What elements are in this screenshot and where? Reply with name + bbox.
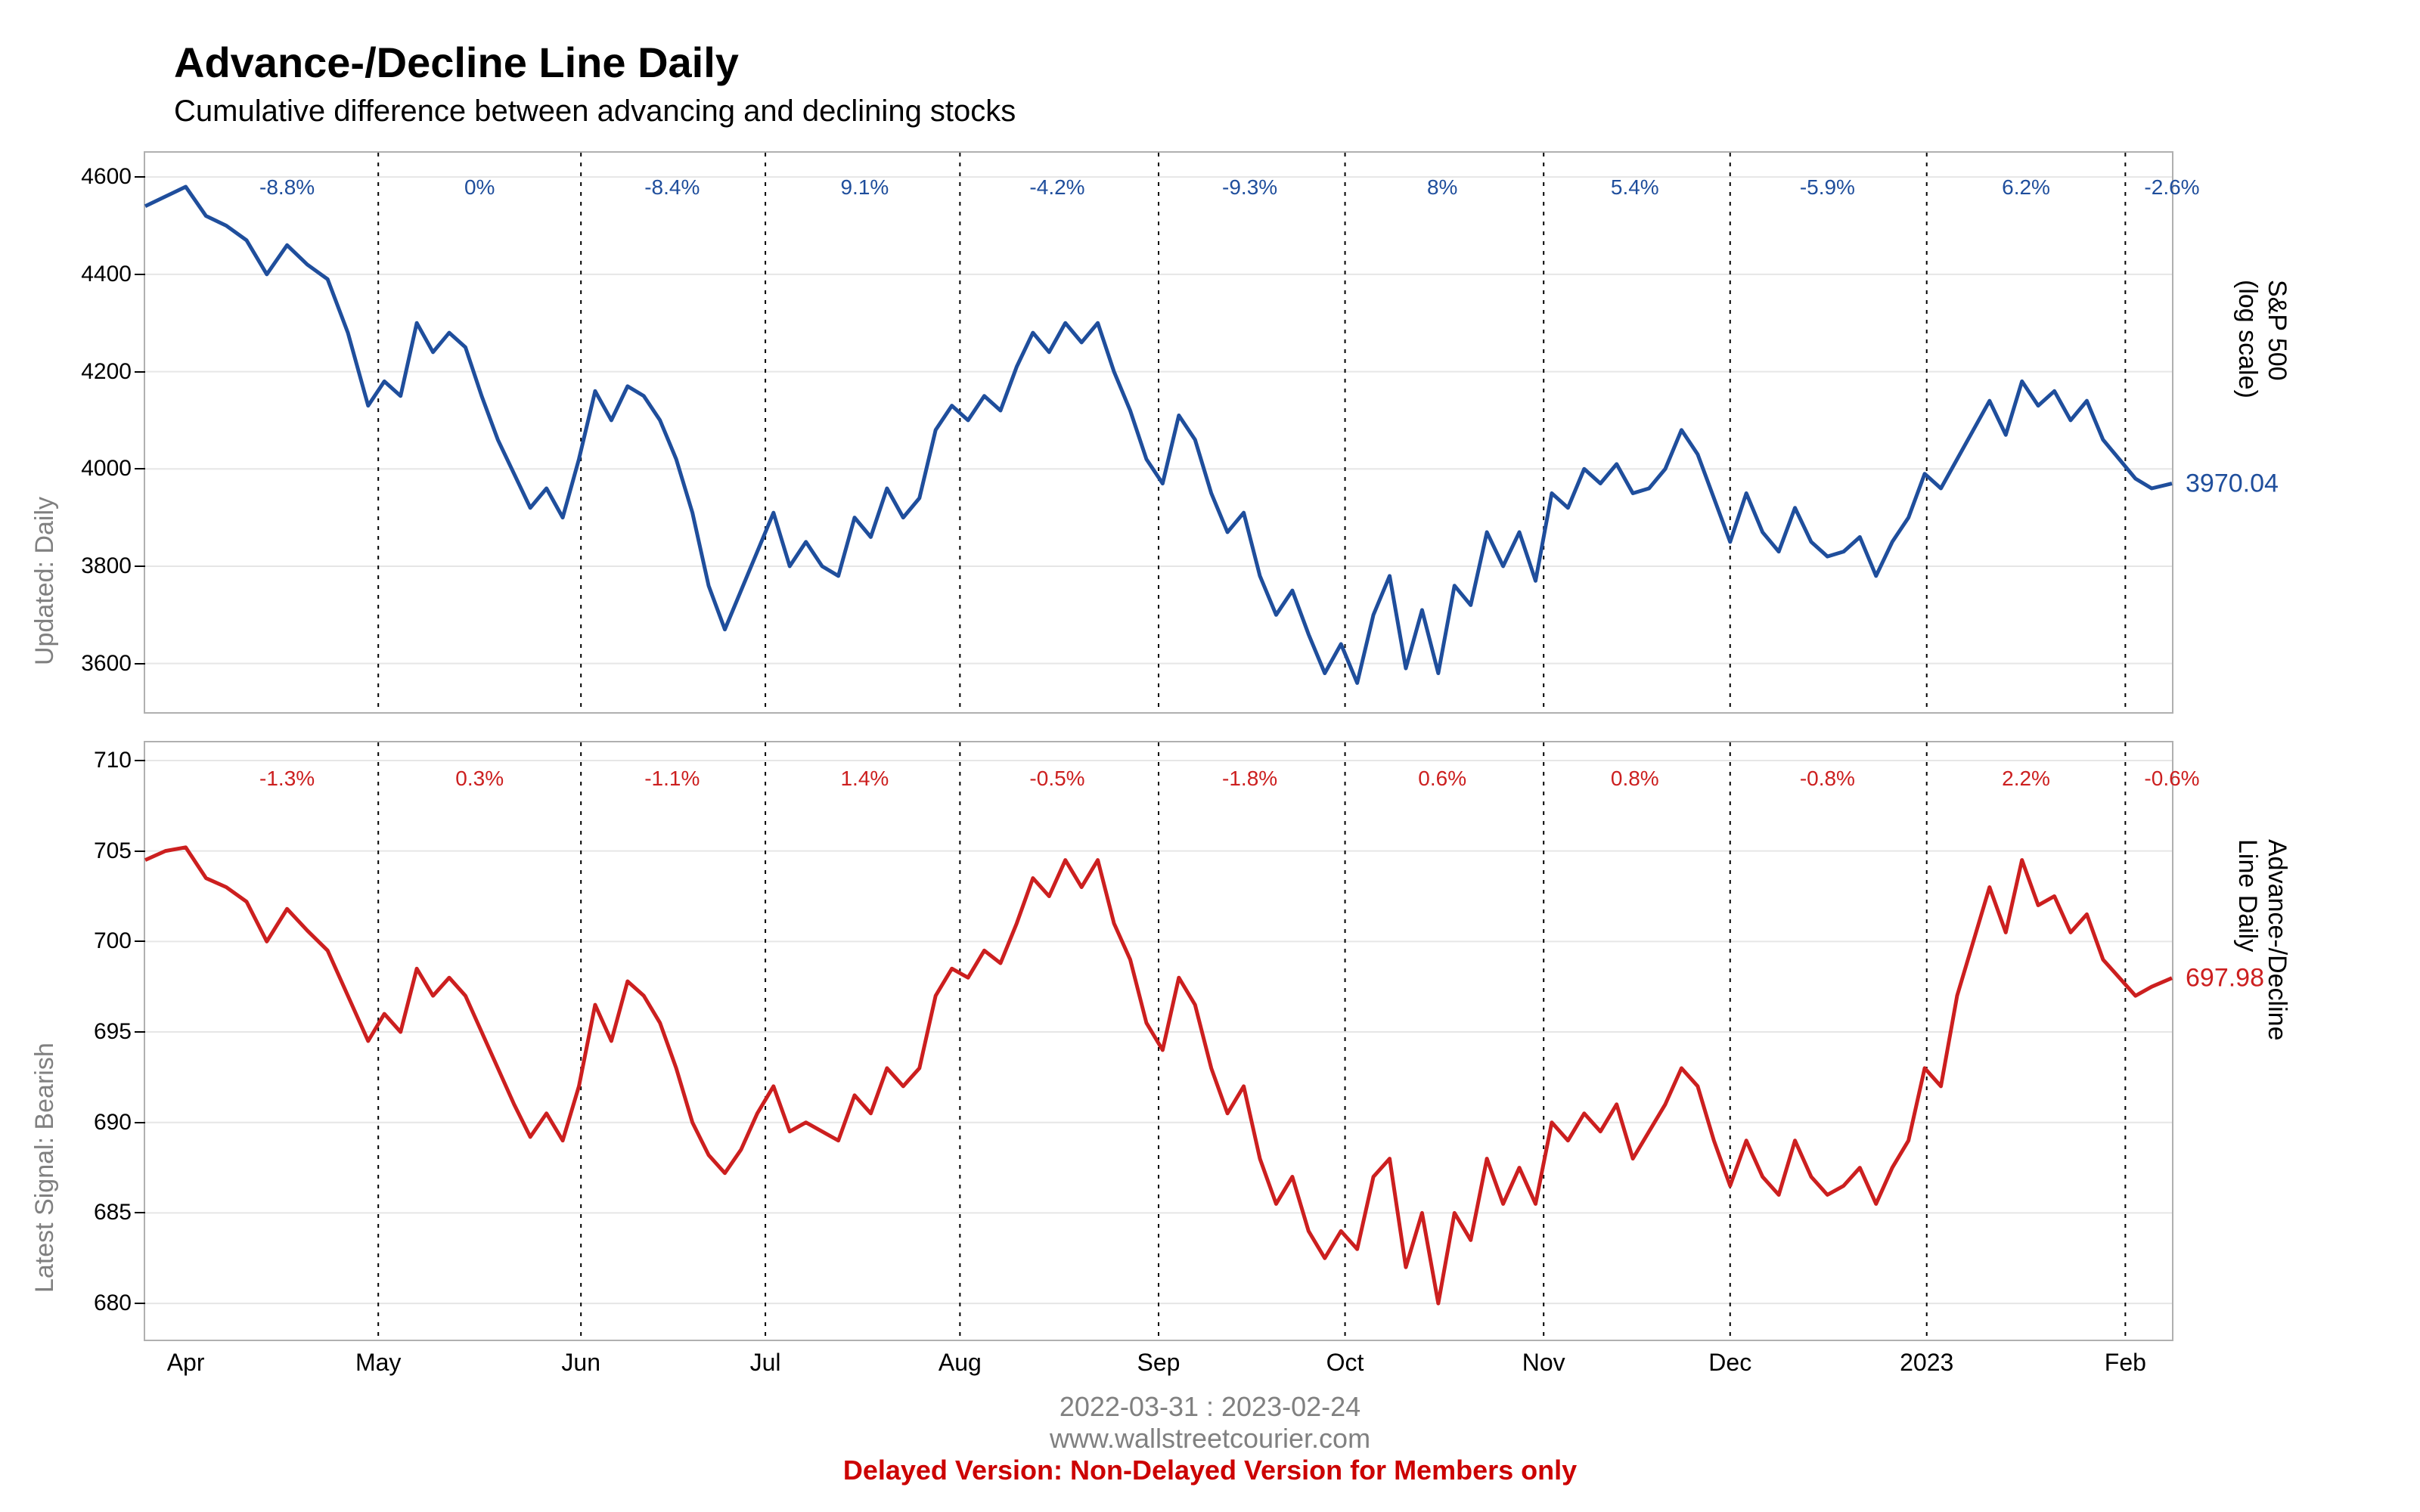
- pct-change-label: -9.3%: [1222, 175, 1277, 200]
- y-tick-label: 3600: [81, 651, 132, 677]
- pct-change-label: 1.4%: [840, 767, 889, 791]
- x-tick-label: Jun: [561, 1349, 600, 1377]
- x-tick-label: Dec: [1708, 1349, 1751, 1377]
- footer-delayed-notice: Delayed Version: Non-Delayed Version for…: [0, 1455, 2420, 1486]
- y-tick-label: 690: [94, 1110, 132, 1136]
- panel-advdecl: 680685690695700705710-1.3%0.3%-1.1%1.4%-…: [144, 741, 2173, 1341]
- y-tick-label: 4200: [81, 359, 132, 385]
- pct-change-label: 0.6%: [1418, 767, 1466, 791]
- pct-change-label: 9.1%: [840, 175, 889, 200]
- footer-url: www.wallstreetcourier.com: [0, 1423, 2420, 1455]
- footer-date-range: 2022-03-31 : 2023-02-24: [0, 1391, 2420, 1423]
- pct-change-label: -0.6%: [2144, 767, 2199, 791]
- pct-change-label: 0.3%: [455, 767, 504, 791]
- y-tick-label: 700: [94, 928, 132, 954]
- y-tick-label: 705: [94, 838, 132, 864]
- x-tick-label: Aug: [939, 1349, 982, 1377]
- y-tick-label: 4000: [81, 456, 132, 482]
- x-tick-label: May: [355, 1349, 401, 1377]
- pct-change-label: -8.8%: [259, 175, 315, 200]
- pct-change-label: 2.2%: [2002, 767, 2050, 791]
- pct-change-label: -5.9%: [1800, 175, 1855, 200]
- y-tick-label: 680: [94, 1290, 132, 1316]
- pct-change-label: -8.4%: [644, 175, 700, 200]
- pct-change-label: 0%: [464, 175, 495, 200]
- left-axis-label: Latest Signal: Bearish: [30, 1043, 60, 1293]
- pct-change-label: -2.6%: [2144, 175, 2199, 200]
- y-tick-label: 685: [94, 1200, 132, 1225]
- y-tick-label: 710: [94, 748, 132, 773]
- pct-change-label: -0.5%: [1029, 767, 1084, 791]
- y-tick-label: 695: [94, 1019, 132, 1045]
- x-tick-label: Jul: [750, 1349, 781, 1377]
- pct-change-label: 0.8%: [1611, 767, 1659, 791]
- y-tick-label: 3800: [81, 553, 132, 579]
- left-axis-label: Updated: Daily: [30, 497, 60, 665]
- panel-sp500: 360038004000420044004600-8.8%0%-8.4%9.1%…: [144, 151, 2173, 714]
- right-axis-label: S&P 500 (log scale): [2232, 280, 2291, 408]
- x-tick-label: Apr: [167, 1349, 205, 1377]
- end-value-label: 3970.04: [2186, 469, 2279, 498]
- x-tick-label: Oct: [1326, 1349, 1364, 1377]
- y-tick-label: 4400: [81, 262, 132, 287]
- x-tick-label: Nov: [1522, 1349, 1565, 1377]
- chart-subtitle: Cumulative difference between advancing …: [174, 94, 1016, 129]
- pct-change-label: 8%: [1427, 175, 1457, 200]
- pct-change-label: -4.2%: [1029, 175, 1084, 200]
- pct-change-label: 6.2%: [2002, 175, 2050, 200]
- pct-change-label: -0.8%: [1800, 767, 1855, 791]
- x-tick-label: 2023: [1900, 1349, 1953, 1377]
- pct-change-label: -1.8%: [1222, 767, 1277, 791]
- x-tick-label: Sep: [1137, 1349, 1181, 1377]
- pct-change-label: -1.3%: [259, 767, 315, 791]
- y-tick-label: 4600: [81, 164, 132, 190]
- footer: 2022-03-31 : 2023-02-24 www.wallstreetco…: [0, 1391, 2420, 1486]
- x-tick-label: Feb: [2105, 1349, 2146, 1377]
- pct-change-label: -1.1%: [644, 767, 700, 791]
- chart-title: Advance-/Decline Line Daily: [174, 38, 739, 87]
- right-axis-label: Advance-/Decline Line Daily: [2232, 839, 2291, 1040]
- pct-change-label: 5.4%: [1611, 175, 1659, 200]
